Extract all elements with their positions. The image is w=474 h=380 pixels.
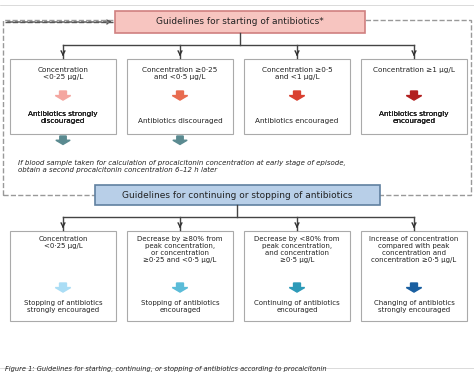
- Text: Antibiotics strongly
discouraged: Antibiotics strongly discouraged: [28, 111, 98, 124]
- Text: Antibiotics strongly
encouraged: Antibiotics strongly encouraged: [379, 111, 449, 124]
- Text: Decrease by <80% from
peak concentration,
and concentration
≥0·5 μg/L: Decrease by <80% from peak concentration…: [254, 236, 340, 263]
- Text: Antibiotics encouraged: Antibiotics encouraged: [255, 118, 339, 124]
- Text: Antibiotics strongly
encouraged: Antibiotics strongly encouraged: [379, 111, 449, 124]
- Text: Antibiotics strongly
discouraged: Antibiotics strongly discouraged: [28, 111, 98, 124]
- Polygon shape: [173, 91, 188, 100]
- Bar: [3, 20, 471, 195]
- Text: Changing of antibiotics
strongly encouraged: Changing of antibiotics strongly encoura…: [374, 300, 455, 313]
- Text: Antibiotics discouraged: Antibiotics discouraged: [137, 118, 222, 124]
- FancyBboxPatch shape: [95, 185, 380, 205]
- Polygon shape: [55, 91, 71, 100]
- Polygon shape: [173, 283, 188, 292]
- Text: Concentration ≥0·5
and <1 μg/L: Concentration ≥0·5 and <1 μg/L: [262, 67, 332, 80]
- FancyBboxPatch shape: [115, 11, 365, 33]
- Text: Stopping of antibiotics
encouraged: Stopping of antibiotics encouraged: [141, 300, 219, 313]
- Polygon shape: [289, 283, 305, 292]
- Text: Guidelines for continuing or stopping of antibiotics: Guidelines for continuing or stopping of…: [122, 190, 353, 200]
- Polygon shape: [289, 91, 305, 100]
- Text: Figure 1: Guidelines for starting, continuing, or stopping of antibiotics accord: Figure 1: Guidelines for starting, conti…: [5, 366, 327, 372]
- Polygon shape: [406, 91, 422, 100]
- FancyBboxPatch shape: [244, 231, 350, 321]
- Text: Concentration
<0·25 μg/L: Concentration <0·25 μg/L: [37, 67, 89, 80]
- Text: Concentration ≥0·25
and <0·5 μg/L: Concentration ≥0·25 and <0·5 μg/L: [142, 67, 218, 80]
- FancyBboxPatch shape: [361, 59, 467, 134]
- Polygon shape: [406, 283, 422, 292]
- Text: Guidelines for starting of antibiotics*: Guidelines for starting of antibiotics*: [156, 17, 324, 27]
- Text: Antibiotics strongly
encouraged: Antibiotics strongly encouraged: [379, 111, 449, 124]
- Text: Stopping of antibiotics
strongly encouraged: Stopping of antibiotics strongly encoura…: [24, 300, 102, 313]
- Polygon shape: [56, 136, 70, 144]
- FancyBboxPatch shape: [10, 59, 116, 134]
- FancyBboxPatch shape: [361, 231, 467, 321]
- Text: Decrease by ≥80% from
peak concentration,
or concentration
≥0·25 and <0·5 μg/L: Decrease by ≥80% from peak concentration…: [137, 236, 223, 263]
- Text: Continuing of antibiotics
encouraged: Continuing of antibiotics encouraged: [254, 300, 340, 313]
- Polygon shape: [173, 136, 187, 144]
- Polygon shape: [55, 283, 71, 292]
- FancyBboxPatch shape: [244, 59, 350, 134]
- FancyBboxPatch shape: [10, 231, 116, 321]
- Text: Increase of concentration
compared with peak
concentration and
concentration ≥0·: Increase of concentration compared with …: [369, 236, 459, 263]
- Text: Antibiotics strongly
discouraged: Antibiotics strongly discouraged: [28, 111, 98, 124]
- Text: Concentration ≥1 μg/L: Concentration ≥1 μg/L: [373, 67, 455, 73]
- FancyBboxPatch shape: [127, 231, 233, 321]
- Text: If blood sample taken for calculation of procalcitonin concentration at early st: If blood sample taken for calculation of…: [18, 160, 346, 173]
- Text: Concentration
<0·25 μg/L: Concentration <0·25 μg/L: [38, 236, 88, 249]
- FancyBboxPatch shape: [127, 59, 233, 134]
